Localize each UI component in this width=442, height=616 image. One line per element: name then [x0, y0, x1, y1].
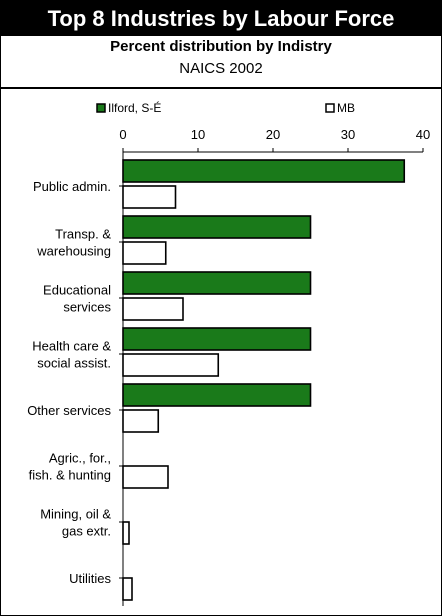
category-label-7: Utilities	[69, 571, 111, 586]
x-tick-label-0: 0	[119, 127, 126, 142]
category-labels: Public admin. Transp. & warehousing Educati…	[27, 179, 111, 586]
legend-label-2: MB	[337, 101, 355, 115]
x-tick-label-40: 40	[416, 127, 430, 142]
category-label-3: Health care & social assist.	[32, 339, 111, 371]
bar-series-1-2	[122, 271, 312, 295]
header-divider	[1, 87, 441, 89]
bar-series-2-2	[122, 297, 184, 321]
bar-series-2-7	[122, 577, 133, 601]
bar-series-2-0	[122, 185, 177, 209]
category-label-0: Public admin.	[33, 179, 111, 194]
chart-subtitle-classification: NAICS 2002	[179, 60, 263, 77]
legend-label-1: Ilford, S-É	[108, 100, 161, 115]
x-tick-label-20: 20	[266, 127, 280, 142]
bar-series-1-3	[122, 327, 312, 351]
x-tick-label-10: 10	[191, 127, 205, 142]
x-tick-label-30: 30	[341, 127, 355, 142]
bar-series-1-4	[122, 383, 312, 407]
chart-subtitle: Percent distribution by Indistry	[110, 38, 332, 55]
bars	[122, 159, 406, 601]
category-label-2: Educational services	[43, 283, 111, 315]
category-label-5: Agric., for., fish. & hunting	[29, 451, 111, 483]
chart-title: Top 8 Industries by Labour Force	[1, 1, 441, 36]
bar-series-2-3	[122, 353, 220, 377]
category-label-1: Transp. & warehousing	[36, 227, 111, 259]
category-label-4: Other services	[27, 403, 111, 418]
bar-series-2-5	[122, 465, 169, 489]
bar-series-1-1	[122, 215, 312, 239]
bar-series-2-1	[122, 241, 167, 265]
legend: Ilford, S-É MB	[96, 100, 355, 115]
bar-series-1-0	[122, 159, 406, 183]
legend-swatch-2	[325, 103, 335, 113]
legend-swatch-1	[96, 103, 106, 113]
category-label-6: Mining, oil & gas extr.	[40, 507, 111, 539]
bar-series-2-6	[122, 521, 130, 545]
bar-series-2-4	[122, 409, 160, 433]
